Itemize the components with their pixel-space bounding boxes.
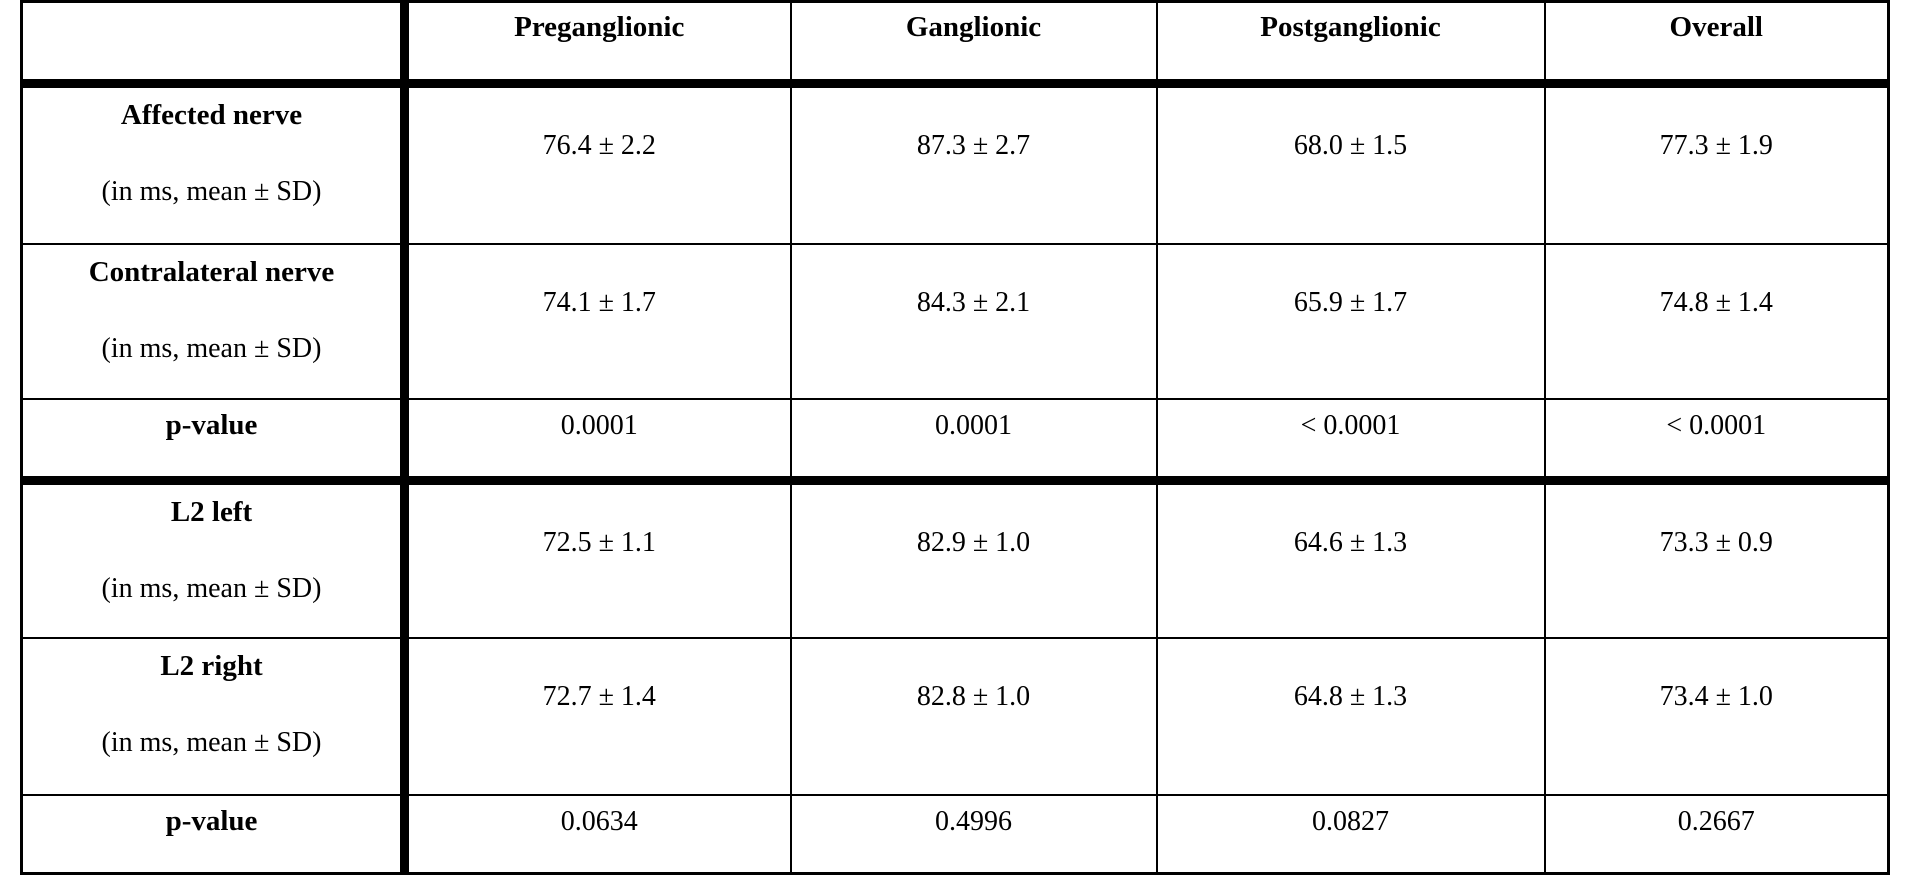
table-cell: 0.4996: [789, 794, 1158, 875]
table-cell: 73.4 ± 1.0: [1543, 637, 1890, 796]
row-header: p-value: [20, 794, 409, 875]
table-row-contralateral-nerve: Contralateral nerve (in ms, mean ± SD) 7…: [20, 243, 1890, 400]
table-cell: < 0.0001: [1543, 398, 1890, 485]
table-row-l2-left: L2 left (in ms, mean ± SD) 72.5 ± 1.1 82…: [20, 479, 1890, 639]
cell-value: 73.3 ± 0.9: [1659, 527, 1773, 558]
table-row-pvalue-l2: p-value 0.0634 0.4996 0.0827 0.2667: [20, 794, 1890, 875]
cell-value: < 0.0001: [1666, 410, 1767, 441]
cell-value: 72.7 ± 1.4: [542, 681, 656, 712]
row-header: p-value: [20, 398, 409, 485]
cell-value: 64.6 ± 1.3: [1293, 527, 1408, 558]
cell-value: 0.4996: [935, 806, 1012, 837]
results-table: Preganglionic Ganglionic Postganglionic …: [20, 0, 1890, 875]
row-subtitle: (in ms, mean ± SD): [101, 333, 322, 365]
cell-value: 87.3 ± 2.7: [916, 130, 1031, 161]
cell-value: 74.8 ± 1.4: [1659, 287, 1773, 318]
cell-value: 76.4 ± 2.2: [542, 130, 656, 161]
table-cell: 74.1 ± 1.7: [403, 243, 792, 400]
table-cell: 0.0001: [403, 398, 792, 485]
column-header-empty: [20, 0, 409, 88]
table-cell: 0.0827: [1155, 794, 1546, 875]
column-header-label: Postganglionic: [1260, 11, 1441, 43]
table-cell: 0.2667: [1543, 794, 1890, 875]
results-table-container: Preganglionic Ganglionic Postganglionic …: [20, 0, 1890, 875]
table-cell: 74.8 ± 1.4: [1543, 243, 1890, 400]
table-cell: 82.9 ± 1.0: [789, 479, 1158, 639]
cell-value: 0.0001: [560, 410, 638, 441]
row-header: L2 right (in ms, mean ± SD): [20, 637, 409, 796]
row-title: L2 right: [160, 650, 263, 682]
cell-value: 0.0634: [560, 806, 638, 837]
table-cell: 68.0 ± 1.5: [1155, 82, 1546, 245]
cell-value: 0.0001: [935, 410, 1012, 441]
column-header-label: Preganglionic: [514, 11, 685, 43]
cell-value: 64.8 ± 1.3: [1293, 681, 1408, 712]
table-cell: 64.8 ± 1.3: [1155, 637, 1546, 796]
column-header-label: Overall: [1669, 11, 1763, 43]
cell-value: 74.1 ± 1.7: [542, 287, 656, 318]
table-cell: 77.3 ± 1.9: [1543, 82, 1890, 245]
cell-value: 82.8 ± 1.0: [916, 681, 1031, 712]
table-cell: 76.4 ± 2.2: [403, 82, 792, 245]
table-cell: 64.6 ± 1.3: [1155, 479, 1546, 639]
table-cell: 0.0001: [789, 398, 1158, 485]
cell-value: 68.0 ± 1.5: [1293, 130, 1408, 161]
cell-value: 84.3 ± 2.1: [916, 287, 1031, 318]
cell-value: 65.9 ± 1.7: [1293, 287, 1408, 318]
row-subtitle: (in ms, mean ± SD): [101, 176, 322, 208]
row-header: L2 left (in ms, mean ± SD): [20, 479, 409, 639]
row-title: p-value: [165, 409, 258, 441]
table-cell: 73.3 ± 0.9: [1543, 479, 1890, 639]
table-cell: 0.0634: [403, 794, 792, 875]
column-header-postganglionic: Postganglionic: [1155, 0, 1546, 88]
table-cell: 84.3 ± 2.1: [789, 243, 1158, 400]
header-row: Preganglionic Ganglionic Postganglionic …: [20, 0, 1890, 88]
cell-value: < 0.0001: [1300, 410, 1401, 441]
table-cell: 65.9 ± 1.7: [1155, 243, 1546, 400]
table-row-pvalue-nerves: p-value 0.0001 0.0001 < 0.0001 < 0.0001: [20, 398, 1890, 485]
table-cell: 72.7 ± 1.4: [403, 637, 792, 796]
row-title: L2 left: [170, 496, 253, 528]
row-title: p-value: [165, 805, 258, 837]
cell-value: 0.2667: [1677, 806, 1755, 837]
row-subtitle: (in ms, mean ± SD): [101, 573, 322, 605]
column-header-preganglionic: Preganglionic: [403, 0, 792, 88]
table-cell: < 0.0001: [1155, 398, 1546, 485]
table-row-affected-nerve: Affected nerve (in ms, mean ± SD) 76.4 ±…: [20, 82, 1890, 245]
cell-value: 77.3 ± 1.9: [1659, 130, 1773, 161]
row-title: Contralateral nerve: [88, 256, 335, 288]
cell-value: 0.0827: [1312, 806, 1389, 837]
column-header-ganglionic: Ganglionic: [789, 0, 1158, 88]
cell-value: 82.9 ± 1.0: [916, 527, 1031, 558]
table-row-l2-right: L2 right (in ms, mean ± SD) 72.7 ± 1.4 8…: [20, 637, 1890, 796]
row-title: Affected nerve: [120, 99, 303, 131]
column-header-overall: Overall: [1543, 0, 1890, 88]
row-header: Contralateral nerve (in ms, mean ± SD): [20, 243, 409, 400]
cell-value: 72.5 ± 1.1: [542, 527, 656, 558]
cell-value: 73.4 ± 1.0: [1659, 681, 1773, 712]
table-cell: 72.5 ± 1.1: [403, 479, 792, 639]
table-cell: 87.3 ± 2.7: [789, 82, 1158, 245]
row-header: Affected nerve (in ms, mean ± SD): [20, 82, 409, 245]
row-subtitle: (in ms, mean ± SD): [101, 727, 322, 759]
table-cell: 82.8 ± 1.0: [789, 637, 1158, 796]
column-header-label: Ganglionic: [905, 11, 1042, 43]
